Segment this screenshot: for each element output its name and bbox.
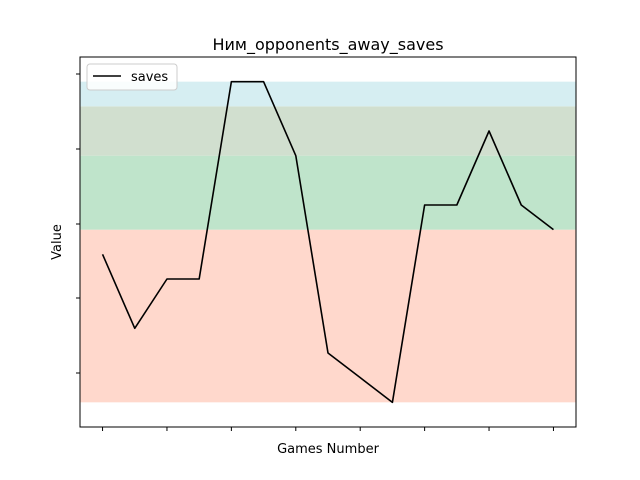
band-2 <box>81 106 576 155</box>
y-axis-ticks <box>76 74 80 373</box>
legend: saves <box>87 64 177 90</box>
x-axis-ticks <box>103 427 554 431</box>
band-0 <box>81 230 576 403</box>
y-axis-label: Value <box>50 224 65 260</box>
band-1 <box>81 156 576 230</box>
chart-title: Ним_opponents_away_saves <box>212 35 443 55</box>
x-axis-label: Games Number <box>277 442 379 457</box>
legend-label-saves: saves <box>131 70 168 85</box>
background-bands <box>81 82 576 403</box>
